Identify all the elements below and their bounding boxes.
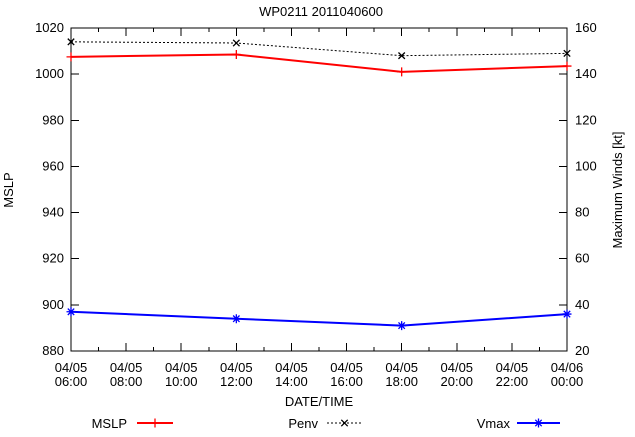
legend: MSLP Penv Vmax — [92, 416, 560, 431]
mslp-marker — [397, 67, 407, 77]
x-tick-label-time: 10:00 — [165, 374, 198, 389]
axes-ticks: 04/0506:0004/0508:0004/0510:0004/0512:00… — [35, 20, 597, 389]
x-tick-label-date: 04/06 — [551, 360, 584, 375]
x-tick-label-time: 14:00 — [275, 374, 308, 389]
x-tick-label-date: 04/05 — [55, 360, 88, 375]
vmax-marker — [562, 309, 572, 319]
y-left-tick-label: 940 — [42, 205, 64, 220]
x-tick-label-date: 04/05 — [496, 360, 529, 375]
penv-marker — [232, 39, 240, 47]
legend-sample-marker — [150, 418, 160, 428]
legend-sample-marker — [534, 418, 543, 428]
legend-label-penv: Penv — [288, 416, 318, 431]
x-tick-label-time: 08:00 — [110, 374, 143, 389]
y-left-tick-label: 960 — [42, 158, 64, 173]
y-left-tick-label: 1000 — [35, 66, 64, 81]
x-tick-label-time: 12:00 — [220, 374, 253, 389]
legend-label-mslp: MSLP — [92, 416, 127, 431]
y-axis-right-label: Maximum Winds [kt] — [610, 131, 625, 248]
data-series — [66, 38, 572, 331]
y-right-tick-label: 160 — [575, 20, 597, 35]
x-axis-label: DATE/TIME — [285, 394, 354, 409]
y-left-tick-label: 900 — [42, 297, 64, 312]
x-tick-label-time: 22:00 — [496, 374, 529, 389]
x-tick-label-time: 20:00 — [441, 374, 474, 389]
penv-marker — [398, 52, 406, 60]
y-left-tick-label: 1020 — [35, 20, 64, 35]
x-tick-label-date: 04/05 — [110, 360, 143, 375]
y-right-tick-label: 100 — [575, 158, 597, 173]
y-right-tick-label: 40 — [575, 297, 589, 312]
y-left-tick-label: 880 — [42, 343, 64, 358]
penv-marker — [67, 38, 75, 46]
series-penv — [67, 38, 571, 60]
legend-sample-marker — [340, 419, 349, 427]
x-tick-label-date: 04/05 — [220, 360, 253, 375]
series-mslp — [66, 50, 572, 77]
vmax-marker — [231, 314, 241, 324]
x-tick-label-time: 00:00 — [551, 374, 584, 389]
y-left-tick-label: 920 — [42, 251, 64, 266]
y-right-tick-label: 80 — [575, 205, 589, 220]
x-tick-label-time: 18:00 — [385, 374, 418, 389]
x-tick-label-date: 04/05 — [275, 360, 308, 375]
x-tick-label-time: 16:00 — [330, 374, 363, 389]
vmax-marker — [397, 321, 407, 331]
penv-marker — [563, 49, 571, 58]
y-axis-left-label: MSLP — [1, 172, 16, 207]
penv-line — [70, 41, 568, 57]
mslp-marker — [66, 52, 76, 62]
x-tick-label-time: 06:00 — [55, 374, 88, 389]
vmax-marker — [66, 307, 76, 317]
x-tick-label-date: 04/05 — [385, 360, 418, 375]
vmax-line — [70, 310, 568, 327]
y-right-tick-label: 120 — [575, 112, 597, 127]
series-vmax — [66, 307, 572, 331]
y-right-tick-label: 20 — [575, 343, 589, 358]
x-tick-label-date: 04/05 — [165, 360, 198, 375]
legend-label-vmax: Vmax — [477, 416, 511, 431]
y-left-tick-label: 980 — [42, 112, 64, 127]
chart-title: WP0211 2011040600 — [259, 4, 383, 19]
mslp-marker — [562, 61, 572, 71]
x-tick-label-date: 04/05 — [330, 360, 363, 375]
legend-item-mslp: MSLP — [92, 416, 173, 431]
mslp-marker — [231, 50, 241, 60]
legend-item-penv: Penv — [288, 416, 362, 431]
y-right-tick-label: 60 — [575, 251, 589, 266]
legend-item-vmax: Vmax — [477, 416, 560, 431]
x-tick-label-date: 04/05 — [441, 360, 474, 375]
mslp-line — [70, 53, 568, 73]
y-right-tick-label: 140 — [575, 66, 597, 81]
